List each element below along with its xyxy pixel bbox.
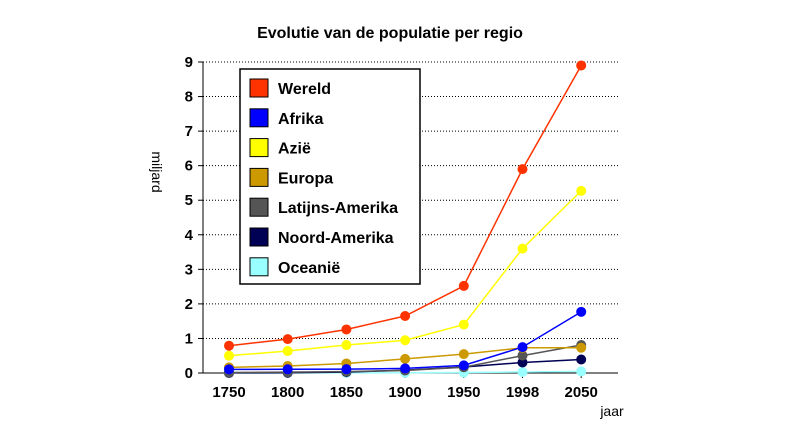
y-tick-label: 3 [185,261,193,278]
x-tick-label: 1950 [447,384,480,401]
x-tick-label: 1900 [388,384,421,401]
data-point-europa [576,342,587,353]
data-point-afrika [282,364,293,375]
data-point-azi [341,340,352,351]
series-afrika [224,306,587,375]
data-point-afrika [517,342,528,353]
legend-label: Europa [278,170,333,187]
data-point-azi [458,319,469,330]
legend-swatch [249,138,269,158]
data-point-noord-amerika [517,357,528,368]
data-point-wereld [517,164,528,175]
data-point-wereld [576,60,587,71]
chart-title: Evolutie van de populatie per regio [257,25,523,42]
data-point-latijns-amerika [517,350,528,361]
legend: Wereld Afrika Azië Europa Latijns-Amerika Noo… [239,68,421,285]
data-point-wereld [458,280,469,291]
legend-label: Latijns-Amerika [278,200,398,217]
y-tick-label: 1 [185,330,193,347]
series-wereld [224,60,587,351]
data-point-azi [517,243,528,254]
x-tick-label: 1850 [330,384,363,401]
data-point-wereld [224,340,234,351]
data-point-azi [224,350,234,361]
x-tick-labels: 1750 1800 1850 1900 1950 1998 2050 [212,384,598,401]
data-point-azi [282,346,293,357]
data-point-afrika [458,360,469,371]
y-tick-label: 7 [185,123,193,140]
series-azi [224,185,587,361]
legend-swatch [249,167,269,187]
data-point-afrika [576,306,587,317]
y-tick-label: 8 [185,89,193,106]
x-tick-label: 1750 [212,384,245,401]
data-point-noord-amerika [576,354,587,365]
legend-swatch [249,108,269,128]
data-point-europa [458,349,469,360]
y-tick-label: 4 [185,227,194,244]
x-tick-label: 1800 [271,384,304,401]
legend-swatch [249,257,269,277]
y-tick-label: 2 [185,296,193,313]
legend-swatch [249,227,269,247]
legend-label: Azië [278,141,311,158]
data-point-europa [400,353,411,364]
data-point-afrika [341,364,352,375]
data-point-oceani [576,366,587,377]
y-tick-label: 9 [185,54,193,71]
legend-label: Oceanië [278,260,340,277]
legend-label: Afrika [278,111,323,128]
data-point-oceani [517,366,528,377]
data-point-azi [400,335,411,346]
series-layer [224,60,587,378]
legend-box [239,68,421,285]
data-point-afrika [400,363,411,374]
data-point-azi [576,185,587,196]
data-point-afrika [224,364,234,375]
y-tick-label: 5 [185,192,193,209]
y-tick-label: 6 [185,158,193,175]
data-point-wereld [282,334,293,345]
legend-swatch [249,197,269,217]
x-tick-label: 2050 [565,384,598,401]
y-tick-label: 0 [185,365,193,382]
data-point-wereld [400,310,411,321]
data-point-wereld [341,324,352,335]
y-axis-label: miljard [149,151,165,192]
x-tick-label: 1998 [506,384,539,401]
legend-swatch [249,78,269,98]
y-tick-labels: 0 1 2 3 4 5 6 7 8 9 [185,54,194,382]
legend-label: Wereld [278,81,331,98]
legend-label: Noord-Amerika [278,230,394,247]
x-axis-label: jaar [599,403,624,419]
